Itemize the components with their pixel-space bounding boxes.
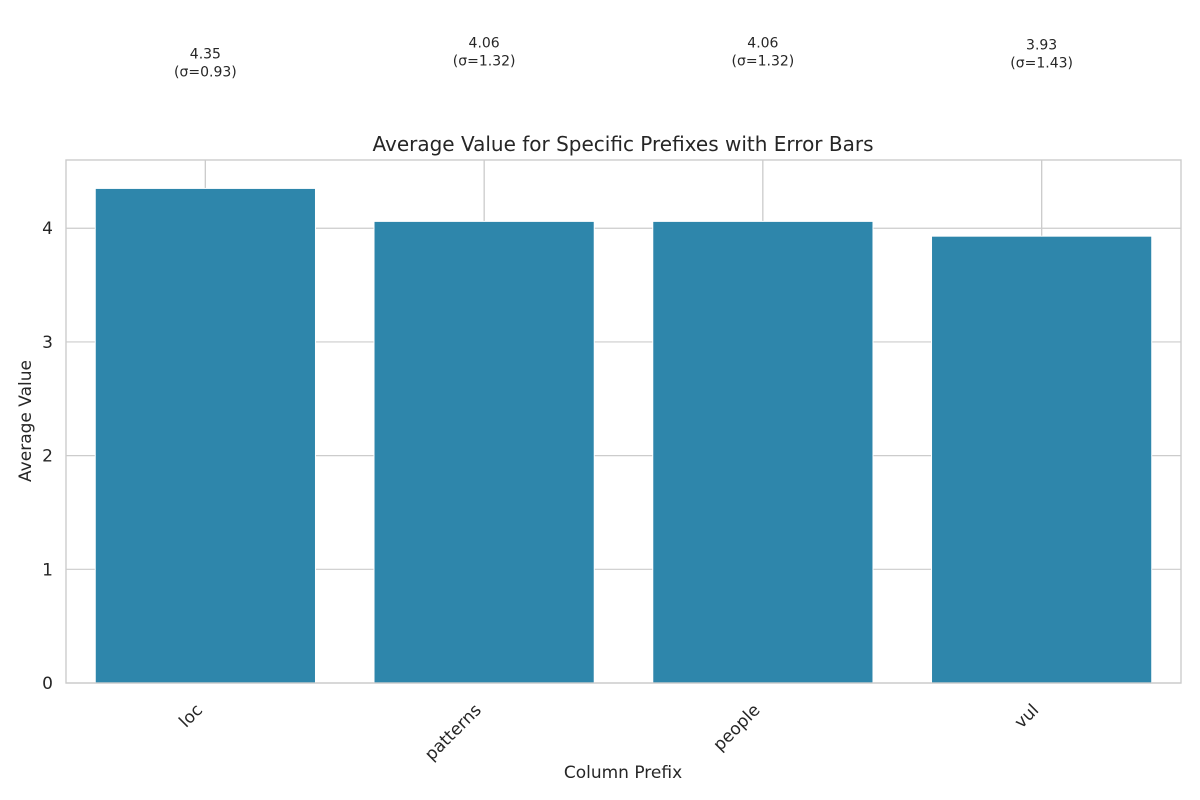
x-tick-label: loc [175,700,206,731]
x-axis-label: Column Prefix [564,763,682,783]
bar-vul [931,235,1153,684]
data-label-std: (σ=1.32) [732,53,795,69]
y-tick-label: 1 [42,560,53,580]
y-tick-label: 2 [42,447,53,467]
y-tick-labels: 0 1 2 3 4 [42,219,53,694]
data-label-std: (σ=1.32) [453,53,516,69]
y-axis-label: Average Value [16,360,36,482]
data-label-std: (σ=0.93) [174,65,237,81]
y-tick-label: 3 [42,333,53,353]
bar-patterns [373,220,595,684]
data-label-std: (σ=1.43) [1010,56,1073,72]
data-labels: 4.35 (σ=0.93) 4.06 (σ=1.32) 4.06 (σ=1.32) 3.93… [174,35,1073,80]
x-tick-label: people [710,700,765,755]
bar-people [652,220,874,684]
y-tick-label: 0 [42,674,53,694]
x-tick-labels: loc patterns people vul [175,700,1043,765]
chart-title: Average Value for Specific Prefixes with… [372,132,873,156]
data-label-value: 4.06 [747,35,778,51]
bars [94,187,1153,684]
x-tick-label: vul [1011,700,1043,732]
data-label-value: 3.93 [1026,38,1057,54]
x-tick-label: patterns [421,700,486,765]
bar-loc [94,187,316,684]
plot-frame [65,159,1182,684]
data-label-value: 4.35 [190,47,221,63]
data-label-value: 4.06 [469,35,500,51]
y-tick-label: 4 [42,219,53,239]
